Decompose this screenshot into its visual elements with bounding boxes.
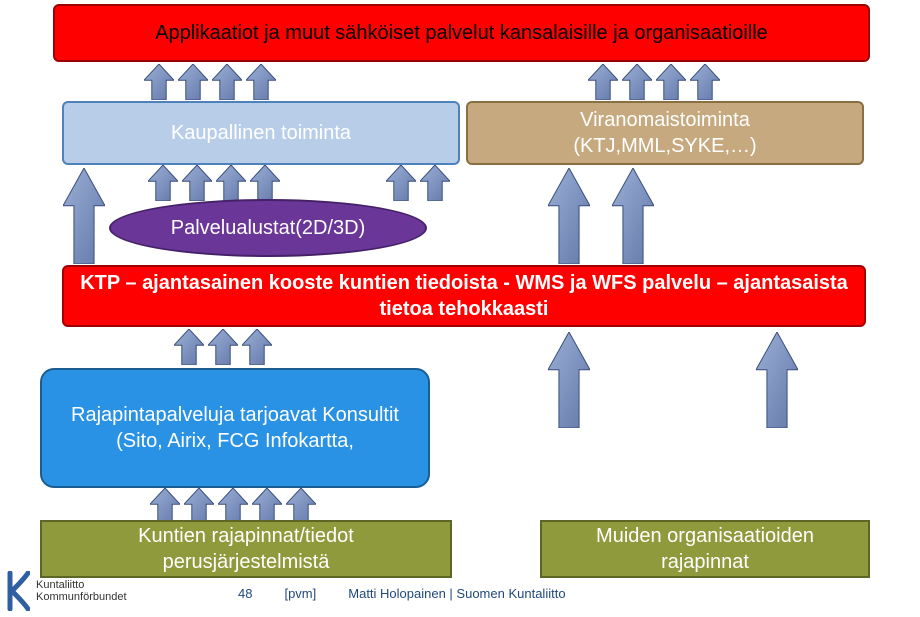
box-applications: Applikaatiot ja muut sähköiset palvelut … — [53, 4, 870, 62]
slide-footer: 48 [pvm] Matti Holopainen | Suomen Kunta… — [238, 586, 566, 601]
box-consultants-text: Rajapintapalveluja tarjoavat Konsultit (… — [71, 402, 399, 454]
arrow-up-icon — [246, 64, 276, 100]
arrow-up-icon — [150, 488, 180, 524]
arrow-up-icon — [656, 64, 686, 100]
arrow-up-icon — [242, 329, 272, 365]
footer-page: 48 — [238, 586, 252, 601]
arrow-up-icon — [548, 332, 590, 428]
arrow-up-icon — [690, 64, 720, 100]
arrow-up-icon — [252, 488, 282, 524]
arrow-up-icon — [216, 165, 246, 201]
kuntaliitto-logo-text: Kuntaliitto Kommunförbundet — [36, 579, 127, 603]
arrow-up-icon — [174, 329, 204, 365]
box-commercial-text: Kaupallinen toiminta — [171, 120, 351, 146]
arrow-up-icon — [184, 488, 214, 524]
arrow-up-icon — [286, 488, 316, 524]
arrow-up-icon — [756, 332, 798, 428]
footer-date: [pvm] — [284, 586, 316, 601]
arrow-up-icon — [588, 64, 618, 100]
box-other-org-apis-text: Muiden organisaatioiden rajapinnat — [554, 523, 856, 575]
box-authority-text: Viranomaistoiminta (KTJ,MML,SYKE,…) — [573, 107, 756, 159]
box-consultants: Rajapintapalveluja tarjoavat Konsultit (… — [40, 368, 430, 488]
arrow-up-icon — [612, 168, 654, 264]
logo-line2: Kommunförbundet — [36, 591, 127, 603]
box-other-org-apis: Muiden organisaatioiden rajapinnat — [540, 520, 870, 578]
kuntaliitto-logo-mark — [6, 571, 30, 611]
arrow-up-icon — [548, 168, 590, 264]
box-ktp-text: KTP – ajantasainen kooste kuntien tiedoi… — [76, 270, 852, 322]
box-ktp: KTP – ajantasainen kooste kuntien tiedoi… — [62, 265, 866, 327]
arrow-up-icon — [212, 64, 242, 100]
arrow-up-icon — [182, 165, 212, 201]
arrow-up-icon — [208, 329, 238, 365]
arrow-up-icon — [148, 165, 178, 201]
arrow-up-icon — [63, 168, 105, 264]
arrow-up-icon — [420, 165, 450, 201]
arrow-up-icon — [386, 165, 416, 201]
box-applications-text: Applikaatiot ja muut sähköiset palvelut … — [155, 20, 768, 46]
logo-line1: Kuntaliitto — [36, 579, 127, 591]
box-commercial: Kaupallinen toiminta — [62, 101, 460, 165]
kuntaliitto-logo: Kuntaliitto Kommunförbundet — [6, 571, 127, 611]
arrow-up-icon — [218, 488, 248, 524]
ellipse-platforms: Palvelualustat(2D/3D) — [109, 199, 427, 257]
arrow-up-icon — [178, 64, 208, 100]
arrow-up-icon — [144, 64, 174, 100]
footer-author: Matti Holopainen | Suomen Kuntaliitto — [348, 586, 565, 601]
arrow-up-icon — [250, 165, 280, 201]
box-authority: Viranomaistoiminta (KTJ,MML,SYKE,…) — [466, 101, 864, 165]
box-municipal-apis-text: Kuntien rajapinnat/tiedot perusjärjestel… — [54, 523, 438, 575]
box-municipal-apis: Kuntien rajapinnat/tiedot perusjärjestel… — [40, 520, 452, 578]
ellipse-platforms-text: Palvelualustat(2D/3D) — [171, 217, 366, 240]
arrow-up-icon — [622, 64, 652, 100]
